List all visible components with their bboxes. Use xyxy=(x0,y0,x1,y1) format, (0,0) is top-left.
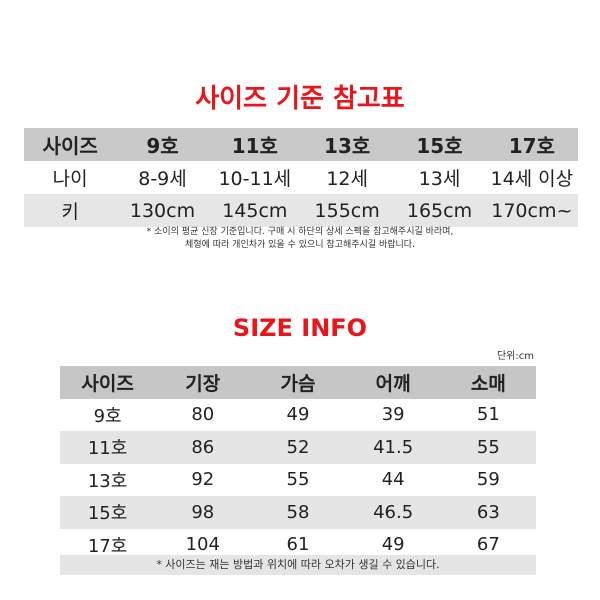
cell: 86 xyxy=(191,436,215,458)
cell: 67 xyxy=(476,534,500,556)
table-row-age: 나이 8-9세 10-11세 12세 13세 14세 이상 xyxy=(24,161,578,194)
unit-label: 단위:cm xyxy=(496,351,534,362)
cell: 나이 xyxy=(52,168,88,190)
cell: 49 xyxy=(381,534,405,556)
cell: 17호 xyxy=(87,535,128,557)
size-info-note: * 사이즈는 재는 방법과 위치에 따라 오차가 생길 수 있습니다. xyxy=(60,555,536,575)
header-cell: 가슴 xyxy=(280,372,316,395)
cell: 98 xyxy=(191,501,215,523)
header-cell: 17호 xyxy=(508,134,555,158)
cell: 15호 xyxy=(87,503,128,525)
cell: 55 xyxy=(286,469,310,491)
cell: 55 xyxy=(476,436,500,458)
cell: 104 xyxy=(185,534,220,556)
cell: 155cm xyxy=(314,199,380,222)
cell: 14세 이상 xyxy=(490,168,574,190)
cell: 8-9세 xyxy=(138,168,187,190)
cell: 170cm~ xyxy=(491,199,573,222)
header-cell: 9호 xyxy=(146,134,179,158)
cell: 80 xyxy=(191,404,215,426)
cell: 58 xyxy=(286,501,310,523)
cell: 9호 xyxy=(93,405,122,427)
cell: 130cm xyxy=(129,199,196,222)
cell: 61 xyxy=(286,534,310,556)
note-line: * 소이의 평균 신장 기준입니다. 구매 시 하단의 상세 스펙을 참고해주시… xyxy=(146,227,454,237)
cell: 39 xyxy=(381,404,405,426)
header-cell: 소매 xyxy=(470,372,506,395)
size-reference-table: 사이즈 9호 11호 13호 15호 17호 나이 8-9세 10-11세 12… xyxy=(24,128,578,227)
cell: 13호 xyxy=(87,470,128,492)
cell: 63 xyxy=(476,501,500,523)
cell: 10-11세 xyxy=(218,168,292,190)
cell: 13세 xyxy=(418,168,461,190)
table-row-height: 키 130cm 145cm 155cm 165cm 170cm~ xyxy=(24,194,578,227)
size-info-table: 사이즈 기장 가슴 어깨 소매 9호 80 49 39 51 11호 86 52 41.5 55… xyxy=(60,366,536,561)
header-cell: 어깨 xyxy=(375,372,411,395)
header-cell: 13호 xyxy=(324,134,371,158)
table-header-row: 사이즈 기장 가슴 어깨 소매 xyxy=(60,366,536,399)
table-row: 9호 80 49 39 51 xyxy=(60,399,536,432)
table-header-row: 사이즈 9호 11호 13호 15호 17호 xyxy=(24,128,578,161)
header-cell: 사이즈 xyxy=(81,372,134,395)
cell: 11호 xyxy=(87,438,128,460)
cell: 49 xyxy=(286,404,310,426)
header-cell: 15호 xyxy=(416,134,463,158)
cell: 59 xyxy=(476,469,500,491)
cell: 키 xyxy=(61,201,79,223)
header-cell: 사이즈 xyxy=(42,134,98,158)
table-row: 13호 92 55 44 59 xyxy=(60,464,536,497)
cell: 92 xyxy=(191,469,215,491)
cell: 12세 xyxy=(326,168,368,190)
reference-title: 사이즈 기준 참고표 xyxy=(195,84,405,114)
cell: 51 xyxy=(476,404,500,426)
cell: 145cm xyxy=(222,199,288,222)
table-row: 17호 104 61 49 67 xyxy=(60,529,536,562)
header-cell: 기장 xyxy=(185,372,221,395)
cell: 44 xyxy=(381,469,405,491)
cell: 41.5 xyxy=(373,436,414,458)
cell: 46.5 xyxy=(373,501,414,523)
cell: 52 xyxy=(286,436,310,458)
header-cell: 11호 xyxy=(231,134,278,158)
reference-note: * 소이의 평균 신장 기준입니다. 구매 시 하단의 상세 스펙을 참고해주시… xyxy=(0,226,600,252)
table-row: 11호 86 52 41.5 55 xyxy=(60,431,536,464)
table-row: 15호 98 58 46.5 63 xyxy=(60,496,536,529)
cell: 165cm xyxy=(406,199,473,222)
size-info-title: SIZE INFO xyxy=(232,314,368,342)
note-line: 체형에 따라 개인차가 있을 수 있으니 참고해주시길 바랍니다. xyxy=(185,240,415,250)
